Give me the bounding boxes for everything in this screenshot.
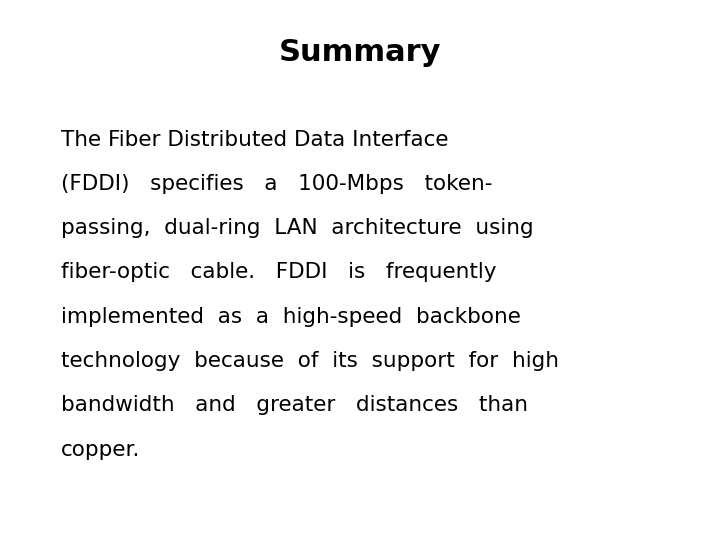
- Text: implemented  as  a  high-speed  backbone: implemented as a high-speed backbone: [61, 307, 521, 327]
- Text: (FDDI)   specifies   a   100-Mbps   token-: (FDDI) specifies a 100-Mbps token-: [61, 174, 492, 194]
- Text: Summary: Summary: [279, 38, 441, 67]
- Text: The Fiber Distributed Data Interface: The Fiber Distributed Data Interface: [61, 130, 449, 150]
- Text: passing,  dual-ring  LAN  architecture  using: passing, dual-ring LAN architecture usin…: [61, 218, 534, 238]
- Text: fiber-optic   cable.   FDDI   is   frequently: fiber-optic cable. FDDI is frequently: [61, 262, 497, 282]
- Text: technology  because  of  its  support  for  high: technology because of its support for hi…: [61, 351, 559, 371]
- Text: bandwidth   and   greater   distances   than: bandwidth and greater distances than: [61, 395, 528, 415]
- Text: copper.: copper.: [61, 440, 140, 460]
